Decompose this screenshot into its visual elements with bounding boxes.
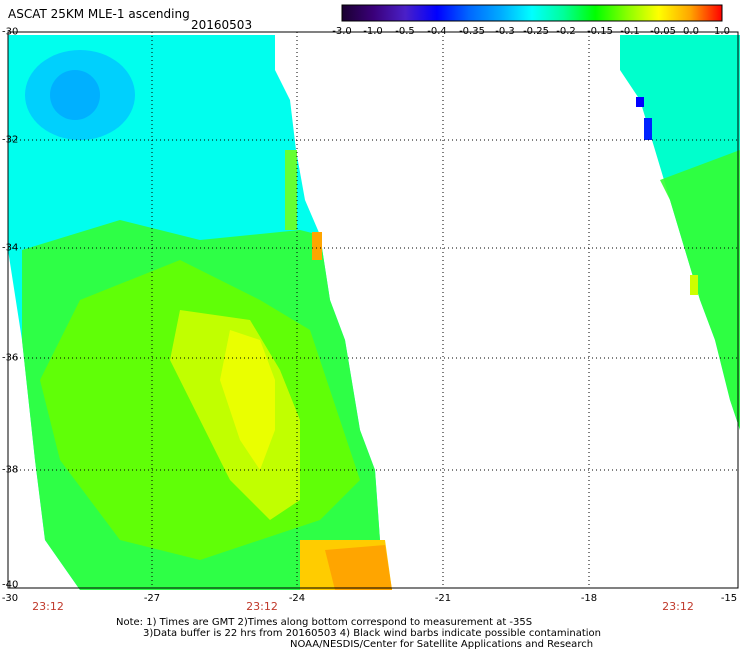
lon-label: -30 — [1, 593, 19, 604]
colorbar-tick: -0.5 — [395, 26, 415, 37]
colorbar-tick: -0.3 — [495, 26, 515, 37]
colorbar-tick: -0.15 — [587, 26, 613, 37]
lon-label: -24 — [288, 593, 306, 604]
left-swath — [8, 35, 392, 590]
time-label: 23:12 — [662, 600, 694, 613]
right-swath — [620, 35, 740, 430]
note-line-2: 3)Data buffer is 22 hrs from 20160503 4)… — [143, 628, 601, 639]
colorbar-tick: -0.1 — [620, 26, 640, 37]
lon-label: -27 — [143, 593, 161, 604]
colorbar-tick: -0.4 — [427, 26, 447, 37]
colorbar-tick: -3.0 — [332, 26, 352, 37]
date-label: 20160503 — [191, 18, 253, 32]
colorbar-tick: 1.0 — [714, 26, 730, 37]
graticule — [8, 32, 738, 588]
colorbar-tick: -0.2 — [556, 26, 576, 37]
lat-label: -38 — [2, 464, 19, 476]
colorbar — [341, 4, 723, 22]
colorbar-tick: -0.25 — [523, 26, 549, 37]
note-line-1: Note: 1) Times are GMT 2)Times along bot… — [116, 617, 533, 628]
time-label: 23:12 — [32, 600, 64, 613]
lon-label: -18 — [580, 593, 598, 604]
colorbar-tick: 0.0 — [683, 26, 699, 37]
colorbar-gradient — [341, 4, 723, 22]
lat-label: -30 — [2, 26, 19, 38]
time-label: 23:12 — [246, 600, 278, 613]
lon-label: -15 — [720, 593, 738, 604]
colorbar-tick: -0.05 — [650, 26, 676, 37]
chart-title: ASCAT 25KM MLE-1 ascending — [8, 7, 190, 21]
lat-label: -34 — [2, 242, 19, 254]
note-line-3: NOAA/NESDIS/Center for Satellite Applica… — [290, 639, 594, 650]
lat-label: -40 — [2, 579, 19, 591]
colorbar-tick: -1.0 — [363, 26, 383, 37]
lat-label: -36 — [2, 352, 19, 364]
colorbar-tick: -0.35 — [459, 26, 485, 37]
lon-label: -21 — [434, 593, 452, 604]
lat-label: -32 — [2, 134, 19, 146]
